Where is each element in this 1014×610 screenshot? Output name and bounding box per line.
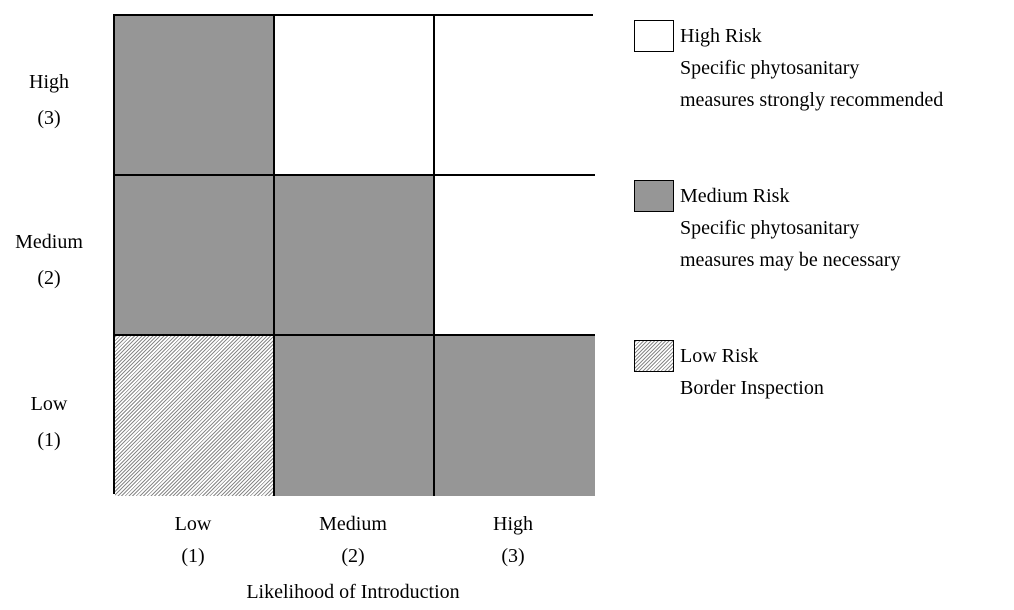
row-label-medium: Medium (2): [0, 224, 98, 296]
legend-title-medium: Medium Risk: [680, 185, 790, 207]
risk-matrix: [113, 14, 595, 496]
matrix-cell-r1-c1: [115, 16, 275, 176]
legend-title-high: High Risk: [680, 25, 762, 47]
col-label-low-text: Low: [174, 513, 212, 535]
row-label-low-text: Low: [30, 393, 68, 415]
row-label-high-level: (3): [37, 107, 61, 129]
legend-line-low-1: Border Inspection: [680, 377, 824, 399]
legend-line-high-1: Specific phytosanitary: [680, 57, 860, 79]
matrix-cell-r1-c3: [435, 16, 595, 176]
row-label-medium-level: (2): [37, 267, 61, 289]
legend-line-medium-2: measures may be necessary: [680, 249, 901, 271]
legend-swatch-medium: [634, 180, 674, 212]
legend-swatch-high: [634, 20, 674, 52]
matrix-cell-r2-c2: [275, 176, 435, 336]
row-label-low: Low (1): [0, 386, 98, 458]
row-label-high: High (3): [0, 64, 98, 136]
matrix-cell-r1-c2: [275, 16, 435, 176]
matrix-cell-r3-c3: [435, 336, 595, 496]
legend-line-medium-1: Specific phytosanitary: [680, 217, 860, 239]
legend-text-medium: Medium Risk Specific phytosanitary measu…: [680, 180, 900, 276]
matrix-cell-r2-c1: [115, 176, 275, 336]
x-axis-title: Likelihood of Introduction: [246, 581, 460, 603]
matrix-cell-r2-c3: [435, 176, 595, 336]
row-label-low-level: (1): [37, 429, 61, 451]
legend-text-high: High Risk Specific phytosanitary measure…: [680, 20, 943, 116]
row-label-high-text: High: [29, 71, 69, 93]
col-label-high-text: High: [493, 513, 533, 535]
col-label-medium-level: (2): [341, 545, 365, 567]
col-label-medium-text: Medium: [319, 513, 387, 535]
col-label-high-level: (3): [501, 545, 525, 567]
col-label-medium: Medium (2): [273, 508, 433, 572]
legend-line-high-2: measures strongly recommended: [680, 89, 944, 111]
matrix-cell-r3-c2: [275, 336, 435, 496]
legend-swatch-low: [634, 340, 674, 372]
col-label-high: High (3): [433, 508, 593, 572]
row-label-medium-text: Medium: [15, 231, 83, 253]
legend-title-low: Low Risk: [680, 345, 759, 367]
matrix-cell-r3-c1: [115, 336, 275, 496]
legend-text-low: Low Risk Border Inspection: [680, 340, 824, 404]
col-label-low: Low (1): [113, 508, 273, 572]
col-label-low-level: (1): [181, 545, 205, 567]
